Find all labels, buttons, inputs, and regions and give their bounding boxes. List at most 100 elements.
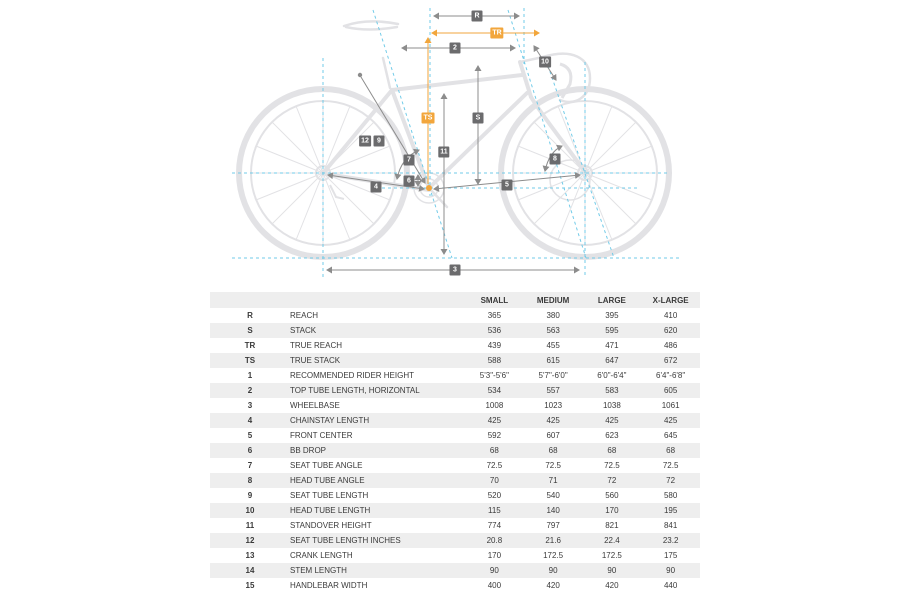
column-header-blank-label: [290, 292, 465, 308]
row-value: 5'3"-5'6": [479, 371, 509, 380]
callout-label-S: S: [472, 112, 484, 124]
row-label: CHAINSTAY LENGTH: [290, 416, 370, 425]
row-id: TR: [244, 341, 256, 350]
column-header-xlarge: X-LARGE: [641, 292, 700, 308]
row-value: 20.8: [486, 536, 503, 545]
row-value: 395: [605, 311, 619, 320]
row-value: 557: [546, 386, 560, 395]
table-row: TR TRUE REACH 439 455 471 486: [210, 338, 700, 353]
row-value: 420: [546, 581, 560, 590]
row-id: 1: [247, 371, 253, 380]
row-label: TRUE REACH: [290, 341, 343, 350]
row-value: 1038: [602, 401, 621, 410]
row-value: 410: [663, 311, 678, 320]
row-label: SEAT TUBE ANGLE: [290, 461, 363, 470]
callout-label-TR: TR: [490, 27, 504, 39]
row-value: 90: [489, 566, 499, 575]
row-id: 5: [247, 431, 253, 440]
row-id: 4: [247, 416, 253, 425]
callout-label-9: 9: [373, 135, 385, 147]
row-value: 1061: [661, 401, 680, 410]
row-value: 534: [487, 386, 502, 395]
callout-label-7: 7: [403, 154, 415, 166]
row-id: 15: [245, 581, 255, 590]
row-value: 70: [489, 476, 499, 485]
row-id: 14: [245, 566, 255, 575]
column-header-small: SMALL: [465, 292, 524, 308]
row-label: CRANK LENGTH: [290, 551, 353, 560]
row-value: 72.5: [545, 461, 561, 470]
row-value: 195: [663, 506, 678, 515]
row-value: 425: [487, 416, 502, 425]
row-value: 68: [489, 446, 499, 455]
row-value: 6'4"-6'8": [656, 371, 686, 380]
row-value: 440: [663, 581, 678, 590]
table-row: 15 HANDLEBAR WIDTH 400 420 420 440: [210, 578, 700, 593]
row-value: 72.5: [662, 461, 679, 470]
row-label: SEAT TUBE LENGTH INCHES: [290, 536, 401, 545]
row-value: 23.2: [662, 536, 679, 545]
table-row: 10 HEAD TUBE LENGTH 115 140 170 195: [210, 503, 700, 518]
row-id: TS: [244, 356, 256, 365]
row-value: 115: [487, 506, 501, 515]
callout-label-4: 4: [370, 181, 382, 193]
row-label: STACK: [290, 326, 317, 335]
callout-label-3: 3: [449, 264, 461, 276]
row-value: 400: [487, 581, 502, 590]
bike-illustration: [236, 20, 672, 260]
row-value: 170: [487, 551, 502, 560]
row-id: 2: [247, 386, 253, 395]
row-value: 563: [546, 326, 560, 335]
row-value: 439: [487, 341, 502, 350]
row-value: 365: [487, 311, 502, 320]
callout-label-8: 8: [549, 153, 561, 165]
row-value: 583: [605, 386, 619, 395]
row-value: 647: [605, 356, 619, 365]
row-value: 455: [546, 341, 560, 350]
row-value: 420: [605, 581, 619, 590]
row-value: 425: [663, 416, 678, 425]
table-row: 9 SEAT TUBE LENGTH 520 540 560 580: [210, 488, 700, 503]
row-value: 821: [605, 521, 619, 530]
row-value: 797: [546, 521, 560, 530]
table-row: 12 SEAT TUBE LENGTH INCHES 20.8 21.6 22.4 23.…: [210, 533, 700, 548]
row-label: TRUE STACK: [290, 356, 341, 365]
table-row: R REACH 365 380 395 410: [210, 308, 700, 323]
row-label: RECOMMENDED RIDER HEIGHT: [290, 371, 415, 380]
row-value: 620: [663, 326, 678, 335]
row-value: 425: [546, 416, 560, 425]
row-id: 13: [245, 551, 255, 560]
row-id: 6: [247, 446, 253, 455]
row-value: 520: [487, 491, 502, 500]
row-value: 425: [605, 416, 619, 425]
row-id: 8: [247, 476, 253, 485]
table-row: 2 TOP TUBE LENGTH, HORIZONTAL 534 557 583 605: [210, 383, 700, 398]
geometry-table: SMALL MEDIUM LARGE X-LARGE R REACH 365 380 3…: [210, 292, 700, 593]
row-label: STEM LENGTH: [290, 566, 347, 575]
row-value: 90: [666, 566, 676, 575]
table-row: 3 WHEELBASE 1008 1023 1038 1061: [210, 398, 700, 413]
row-value: 72.5: [604, 461, 620, 470]
row-value: 588: [487, 356, 502, 365]
table-row: 5 FRONT CENTER 592 607 623 645: [210, 428, 700, 443]
callout-label-10: 10: [539, 56, 551, 68]
row-value: 175: [663, 551, 678, 560]
row-value: 90: [548, 566, 558, 575]
row-value: 605: [663, 386, 678, 395]
row-value: 72.5: [486, 461, 503, 470]
row-value: 536: [487, 326, 502, 335]
table-row: 4 CHAINSTAY LENGTH 425 425 425 425: [210, 413, 700, 428]
row-id: S: [247, 326, 253, 335]
row-value: 595: [605, 326, 619, 335]
bike-geometry-svg: [232, 8, 680, 278]
callout-label-6: 6: [403, 175, 415, 187]
row-label: SEAT TUBE LENGTH: [290, 491, 369, 500]
row-value: 140: [546, 506, 560, 515]
callout-label-12: 12: [359, 135, 371, 147]
row-label: BB DROP: [290, 446, 327, 455]
table-row: 11 STANDOVER HEIGHT 774 797 821 841: [210, 518, 700, 533]
row-value: 560: [605, 491, 619, 500]
row-value: 672: [663, 356, 678, 365]
row-value: 1008: [485, 401, 504, 410]
column-header-large: LARGE: [582, 292, 642, 308]
